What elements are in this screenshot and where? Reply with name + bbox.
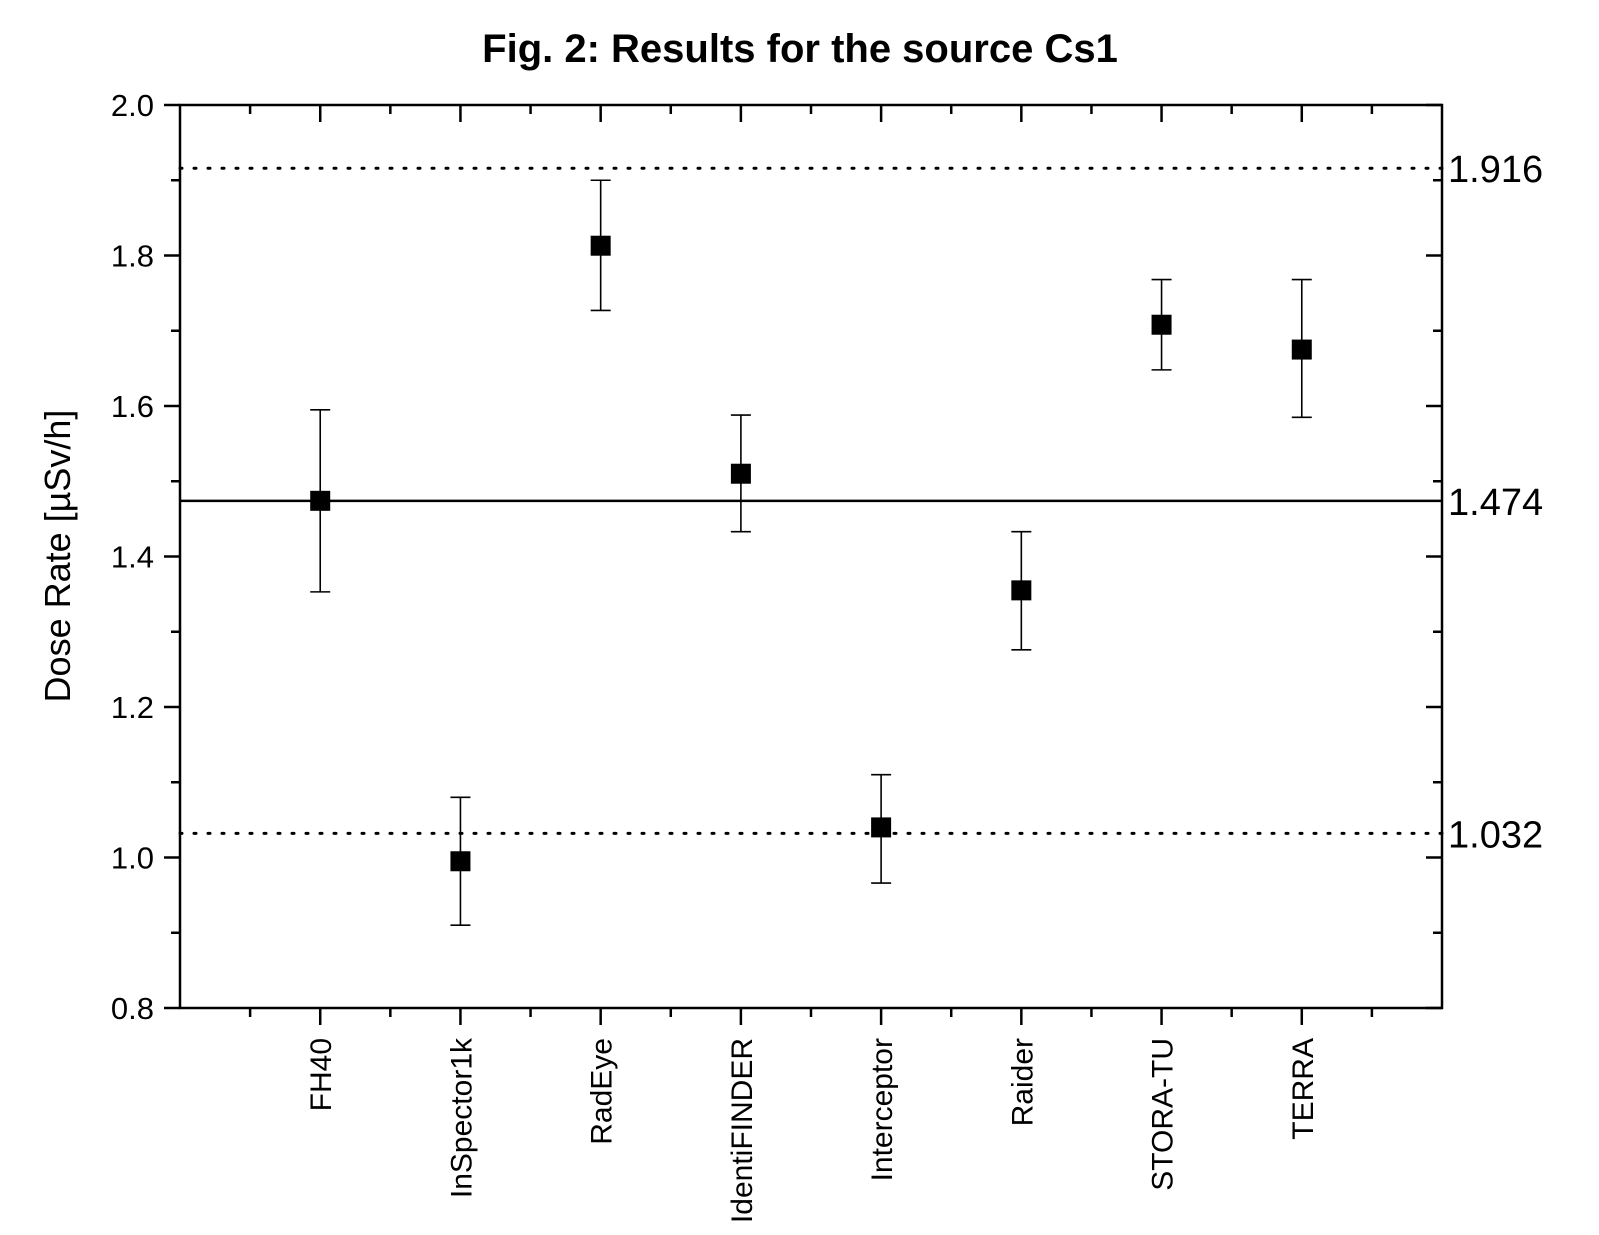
y-tick-label: 1.8 — [111, 239, 154, 274]
reference-lines: 1.916 1.474 1.032 — [178, 149, 1543, 856]
data-point-marker — [871, 817, 892, 838]
data-point-marker — [310, 490, 331, 511]
y-tick-label: 2.0 — [111, 88, 154, 123]
data-point-marker — [590, 235, 611, 256]
data-point-marker — [450, 851, 471, 872]
x-category-label: Raider — [1006, 1038, 1039, 1126]
y-tick-label: 1.0 — [111, 841, 154, 876]
chart-title: Fig. 2: Results for the source Cs1 — [482, 27, 1118, 71]
reference-line-label: 1.474 — [1448, 482, 1543, 524]
data-point-marker — [1291, 339, 1312, 360]
data-point-marker — [730, 463, 751, 484]
y-tick-label: 0.8 — [111, 991, 154, 1026]
x-category-label: IdentiFINDER — [726, 1038, 759, 1223]
x-axis-ticks: FH40 InSpector1k RadEye IdentiFINDER Interce… — [248, 105, 1374, 1223]
data-point-marker — [1011, 580, 1032, 601]
x-category-label: RadEye — [586, 1038, 619, 1145]
data-points — [310, 179, 1312, 927]
x-category-label: TERRA — [1287, 1038, 1320, 1140]
reference-line-label: 1.032 — [1448, 814, 1543, 856]
y-axis-label: Dose Rate [µSv/h] — [37, 410, 78, 703]
data-point-marker — [1151, 314, 1172, 335]
x-category-label: FH40 — [305, 1038, 338, 1111]
y-tick-label: 1.4 — [111, 540, 154, 575]
y-tick-label: 1.6 — [111, 389, 154, 424]
plot-frame — [178, 103, 1444, 1010]
x-category-label: Interceptor — [866, 1038, 899, 1181]
reference-line-label: 1.916 — [1448, 149, 1543, 191]
x-category-label: STORA-TU — [1147, 1038, 1180, 1191]
y-axis-ticks: 0.8 1.0 1.2 1.4 1.6 1.8 2.0 — [111, 88, 1442, 1026]
y-tick-label: 1.2 — [111, 690, 154, 725]
x-category-label: InSpector1k — [445, 1037, 478, 1198]
